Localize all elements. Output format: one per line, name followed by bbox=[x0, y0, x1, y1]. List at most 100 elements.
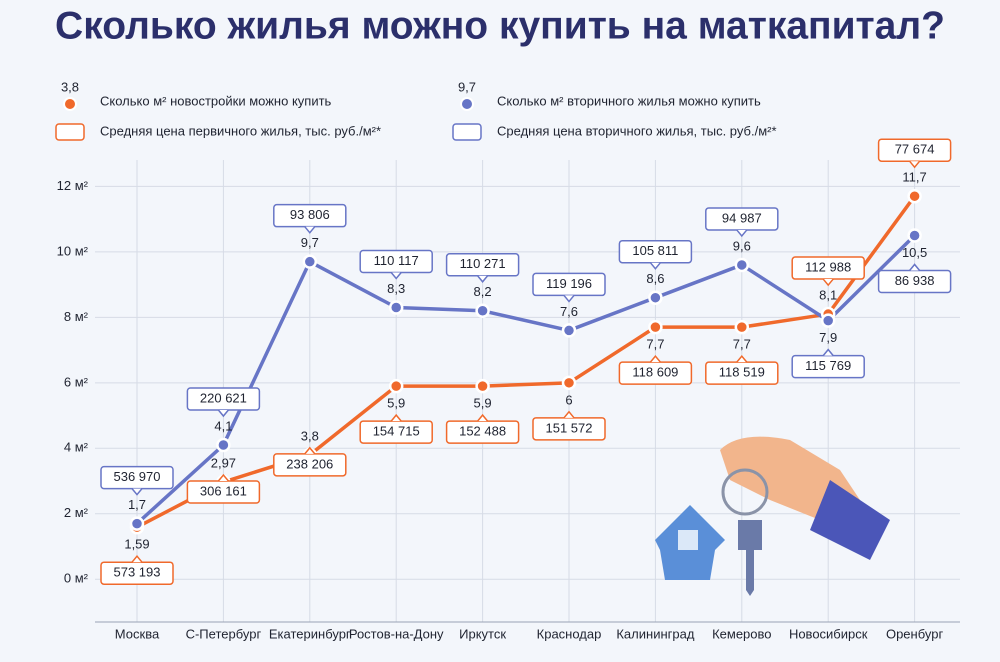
price-pointer bbox=[909, 160, 921, 169]
price-label: 94 987 bbox=[722, 210, 762, 225]
data-point bbox=[216, 437, 231, 453]
price-label: 119 196 bbox=[546, 276, 592, 291]
price-label: 118 609 bbox=[632, 365, 678, 380]
price-pointer bbox=[217, 409, 229, 418]
data-label: 7,7 bbox=[733, 337, 751, 352]
price-pointer bbox=[131, 555, 143, 563]
data-point bbox=[388, 300, 404, 315]
price-label: 115 769 bbox=[805, 358, 851, 373]
series-line bbox=[136, 195, 917, 529]
data-point bbox=[734, 319, 750, 335]
price-label: 152 488 bbox=[459, 424, 506, 439]
x-tick-label: Калининград bbox=[616, 626, 694, 641]
legend-box bbox=[55, 123, 85, 141]
price-pointer bbox=[563, 410, 575, 419]
legend-sample-label: 3,8 bbox=[61, 79, 79, 94]
x-tick-label: Москва bbox=[115, 626, 160, 641]
price-label: 151 572 bbox=[546, 420, 593, 435]
price-label: 93 806 bbox=[290, 207, 330, 222]
data-label: 5,9 bbox=[474, 396, 492, 411]
data-label: 7,7 bbox=[646, 337, 664, 352]
price-label: 86 938 bbox=[895, 273, 935, 288]
price-pointer bbox=[131, 488, 143, 496]
price-label: 110 117 bbox=[374, 253, 419, 268]
data-label: 5,9 bbox=[387, 396, 405, 411]
y-tick-label: 10 м² bbox=[57, 243, 89, 258]
price-pointer bbox=[477, 275, 489, 283]
y-tick-label: 6 м² bbox=[64, 374, 89, 389]
price-pointer bbox=[390, 272, 402, 280]
y-tick-label: 2 м² bbox=[64, 505, 89, 520]
x-tick-label: Краснодар bbox=[537, 626, 602, 641]
data-label: 4,1 bbox=[214, 418, 232, 433]
data-point bbox=[734, 257, 750, 273]
price-pointer bbox=[649, 262, 661, 270]
data-point bbox=[302, 254, 318, 269]
data-point bbox=[907, 228, 922, 243]
data-label: 8,1 bbox=[819, 287, 837, 302]
hand-with-keys bbox=[655, 436, 890, 596]
data-label: 2,97 bbox=[211, 455, 236, 470]
price-label: 110 271 bbox=[460, 256, 506, 271]
legend-label: Сколько м² новостройки можно купить bbox=[100, 93, 332, 108]
data-label: 3,8 bbox=[301, 428, 319, 443]
data-label: 1,7 bbox=[128, 497, 146, 512]
price-label: 154 715 bbox=[373, 424, 420, 439]
data-label: 8,3 bbox=[387, 281, 405, 296]
x-tick-label: Екатеринбург bbox=[269, 626, 351, 641]
price-pointer bbox=[563, 294, 575, 303]
data-point bbox=[388, 378, 404, 394]
price-pointer bbox=[390, 413, 402, 422]
price-label: 238 206 bbox=[286, 456, 333, 471]
data-point bbox=[475, 303, 490, 319]
legend-box bbox=[452, 123, 482, 141]
legend-sample-label: 9,7 bbox=[458, 79, 476, 94]
data-label: 8,6 bbox=[646, 271, 664, 286]
price-label: 112 988 bbox=[805, 259, 851, 274]
legend-label: Сколько м² вторичного жилья можно купить bbox=[497, 93, 761, 108]
data-label: 7,9 bbox=[819, 330, 837, 345]
price-pointer bbox=[304, 226, 316, 234]
price-pointer bbox=[909, 263, 921, 271]
data-point bbox=[561, 323, 577, 338]
price-pointer bbox=[217, 473, 229, 482]
x-tick-label: Кемерово bbox=[712, 626, 771, 641]
price-pointer bbox=[822, 278, 834, 287]
data-label: 6 bbox=[565, 392, 572, 407]
x-tick-label: Оренбург bbox=[886, 626, 943, 641]
price-label: 536 970 bbox=[114, 469, 161, 484]
price-pointer bbox=[822, 348, 834, 357]
price-pointer bbox=[736, 354, 748, 363]
y-tick-label: 12 м² bbox=[57, 178, 89, 193]
data-point bbox=[648, 319, 663, 335]
data-label: 1,59 bbox=[124, 537, 149, 552]
price-pointer bbox=[304, 446, 316, 455]
data-point bbox=[648, 290, 663, 305]
chart-title: Сколько жилья можно купить на маткапитал… bbox=[55, 4, 945, 47]
y-tick-label: 8 м² bbox=[64, 309, 89, 324]
data-point bbox=[561, 375, 577, 391]
data-point bbox=[129, 516, 145, 531]
data-label: 11,7 bbox=[902, 170, 926, 185]
x-tick-label: Новосибирск bbox=[789, 626, 868, 641]
price-label: 105 811 bbox=[632, 243, 678, 258]
price-label: 77 674 bbox=[895, 142, 935, 157]
legend-label: Средняя цена вторичного жилья, тыс. руб.… bbox=[497, 123, 777, 138]
y-tick-label: 4 м² bbox=[64, 440, 89, 455]
data-label: 10,5 bbox=[902, 245, 927, 260]
x-tick-label: С-Петербург bbox=[186, 626, 262, 641]
x-tick-label: Ростов-на-Дону bbox=[349, 626, 444, 641]
data-point bbox=[820, 313, 836, 328]
data-label: 8,2 bbox=[474, 284, 492, 299]
price-pointer bbox=[736, 229, 748, 238]
price-label: 118 519 bbox=[719, 365, 765, 380]
data-label: 9,7 bbox=[301, 235, 319, 250]
y-tick-label: 0 м² bbox=[64, 571, 89, 586]
price-label: 306 161 bbox=[200, 483, 247, 498]
price-label: 573 193 bbox=[114, 565, 161, 580]
legend-marker bbox=[460, 97, 474, 111]
x-tick-label: Иркутск bbox=[459, 626, 506, 641]
